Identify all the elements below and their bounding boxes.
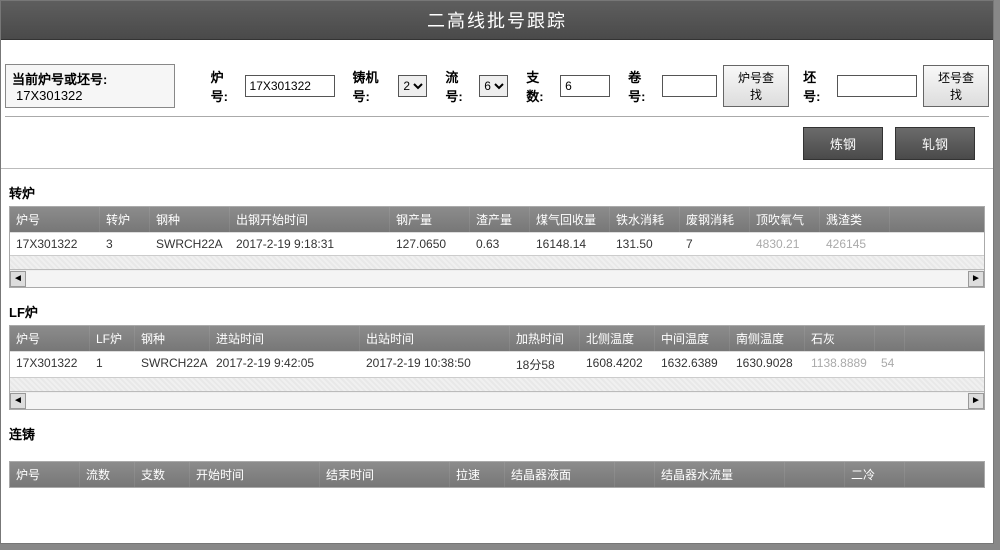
scroll-left-icon[interactable]: ◄ <box>10 271 26 287</box>
column-header: 进站时间 <box>210 326 360 351</box>
column-header <box>875 326 905 351</box>
cell: 426145 <box>820 233 890 255</box>
billet-input[interactable] <box>837 75 917 97</box>
cell: 54 <box>875 352 905 377</box>
cc-grid: 炉号流数支数开始时间结束时间拉速结晶器液面 结晶器水流量 二冷 <box>9 461 985 488</box>
cell: 16148.14 <box>530 233 610 255</box>
column-header: 炉号 <box>10 462 80 487</box>
caster-label: 铸机号: <box>353 67 393 105</box>
steelmaking-button[interactable]: 炼钢 <box>803 127 883 160</box>
top-buttons: 炼钢 轧钢 <box>1 117 993 169</box>
cell: 1630.9028 <box>730 352 805 377</box>
cell: 2017-2-19 10:38:50 <box>360 352 510 377</box>
cell: SWRCH22A <box>135 352 210 377</box>
column-header: 钢种 <box>135 326 210 351</box>
scroll-right-icon[interactable]: ► <box>968 393 984 409</box>
lf-scrollbar[interactable]: ◄ ► <box>10 391 984 409</box>
cell: 1138.8889 <box>805 352 875 377</box>
rolling-button[interactable]: 轧钢 <box>895 127 975 160</box>
bof-section: 转炉 炉号转炉钢种出钢开始时间钢产量渣产量煤气回收量铁水消耗废钢消耗顶吹氧气溅渣… <box>9 183 985 288</box>
lf-section: LF炉 炉号LF炉钢种进站时间出站时间加热时间北侧温度中间温度南侧温度石灰 17… <box>9 302 985 410</box>
bof-grid: 炉号转炉钢种出钢开始时间钢产量渣产量煤气回收量铁水消耗废钢消耗顶吹氧气溅渣类 1… <box>9 206 985 288</box>
lf-grid: 炉号LF炉钢种进站时间出站时间加热时间北侧温度中间温度南侧温度石灰 17X301… <box>9 325 985 410</box>
column-header: 炉号 <box>10 207 100 232</box>
furnace-search-button[interactable]: 炉号查找 <box>723 65 789 107</box>
scroll-right-icon[interactable]: ► <box>968 271 984 287</box>
current-furnace-label: 当前炉号或坯号: 17X301322 <box>5 64 175 108</box>
column-header: 流数 <box>80 462 135 487</box>
strand-label: 流号: <box>445 67 473 105</box>
cell: 18分58 <box>510 352 580 377</box>
column-header: 北侧温度 <box>580 326 655 351</box>
column-header: 铁水消耗 <box>610 207 680 232</box>
furnace-input[interactable] <box>245 75 335 97</box>
column-header: 废钢消耗 <box>680 207 750 232</box>
column-header: 顶吹氧气 <box>750 207 820 232</box>
strand-select[interactable]: 123456 <box>479 75 508 97</box>
filter-bar: 当前炉号或坯号: 17X301322 炉号: 铸机号: 123 流号: 1234… <box>5 56 989 117</box>
cc-title: 连铸 <box>9 424 985 443</box>
column-header: 支数 <box>135 462 190 487</box>
cell: 1608.4202 <box>580 352 655 377</box>
column-header: 煤气回收量 <box>530 207 610 232</box>
cell: 1 <box>90 352 135 377</box>
current-furnace-value: 17X301322 <box>16 88 83 103</box>
cell: 2017-2-19 9:18:31 <box>230 233 390 255</box>
cell: 131.50 <box>610 233 680 255</box>
caster-select[interactable]: 123 <box>398 75 427 97</box>
cc-section: 连铸 炉号流数支数开始时间结束时间拉速结晶器液面 结晶器水流量 二冷 <box>9 424 985 488</box>
lf-title: LF炉 <box>9 302 985 321</box>
cell: 17X301322 <box>10 233 100 255</box>
column-header: 南侧温度 <box>730 326 805 351</box>
column-header <box>785 462 845 487</box>
column-header: 出钢开始时间 <box>230 207 390 232</box>
column-header: 石灰 <box>805 326 875 351</box>
column-header: 结束时间 <box>320 462 450 487</box>
column-header: 结晶器液面 <box>505 462 615 487</box>
bof-title: 转炉 <box>9 183 985 202</box>
cell: 2017-2-19 9:42:05 <box>210 352 360 377</box>
column-header: 渣产量 <box>470 207 530 232</box>
bof-scrollbar[interactable]: ◄ ► <box>10 269 984 287</box>
cell: 4830.21 <box>750 233 820 255</box>
coil-label: 卷号: <box>628 67 656 105</box>
column-header: 结晶器水流量 <box>655 462 785 487</box>
column-header: 二冷 <box>845 462 905 487</box>
column-header: 钢产量 <box>390 207 470 232</box>
column-header: 出站时间 <box>360 326 510 351</box>
coil-input[interactable] <box>662 75 717 97</box>
column-header <box>615 462 655 487</box>
column-header: 开始时间 <box>190 462 320 487</box>
column-header: 转炉 <box>100 207 150 232</box>
cell: 17X301322 <box>10 352 90 377</box>
cell: 3 <box>100 233 150 255</box>
column-header: 钢种 <box>150 207 230 232</box>
billet-search-button[interactable]: 坯号查找 <box>923 65 989 107</box>
column-header: 炉号 <box>10 326 90 351</box>
cell: SWRCH22A <box>150 233 230 255</box>
billet-label: 坯号: <box>803 67 831 105</box>
page-title: 二高线批号跟踪 <box>1 1 993 40</box>
column-header: LF炉 <box>90 326 135 351</box>
column-header: 拉速 <box>450 462 505 487</box>
cell: 127.0650 <box>390 233 470 255</box>
scroll-left-icon[interactable]: ◄ <box>10 393 26 409</box>
column-header: 溅渣类 <box>820 207 890 232</box>
column-header: 中间温度 <box>655 326 730 351</box>
cell: 0.63 <box>470 233 530 255</box>
column-header: 加热时间 <box>510 326 580 351</box>
pieces-input[interactable] <box>560 75 610 97</box>
cell: 7 <box>680 233 750 255</box>
cell: 1632.6389 <box>655 352 730 377</box>
pieces-label: 支数: <box>526 67 554 105</box>
furnace-label: 炉号: <box>211 67 239 105</box>
